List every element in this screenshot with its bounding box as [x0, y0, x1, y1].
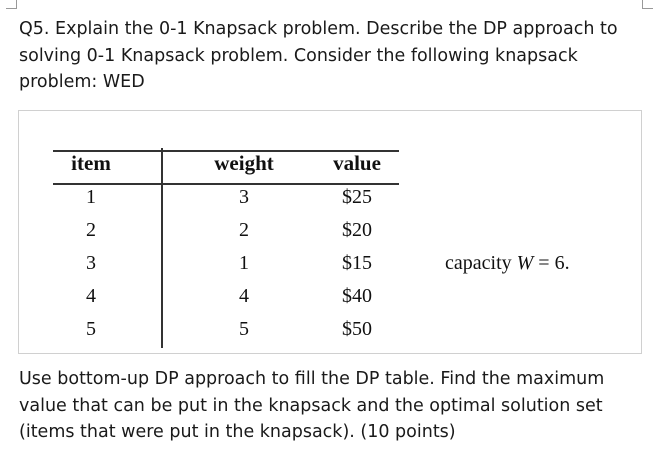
table-cell: 4 — [86, 285, 96, 307]
table-cell: 3 — [86, 252, 96, 274]
crop-mark-top-left — [6, 0, 17, 9]
table-cell: 4 — [239, 285, 249, 307]
knapsack-figure: item weight value 1 3 $25 2 2 $20 3 1 $15 4 4 $40 5 5 $50… — [18, 110, 642, 354]
column-header-value: value — [333, 151, 381, 175]
table-cell: $20 — [342, 219, 372, 241]
capacity-label: capacity W = 6. — [445, 252, 570, 274]
table-cell: 5 — [239, 318, 249, 340]
table-cell: 2 — [86, 219, 96, 241]
table-cell: $25 — [342, 186, 372, 208]
table-cell: $15 — [342, 252, 372, 274]
table-cell: 3 — [239, 186, 249, 208]
table-cell: 2 — [239, 219, 249, 241]
table-cell: 1 — [239, 252, 249, 274]
table-top-rule — [53, 150, 399, 152]
table-cell: 5 — [86, 318, 96, 340]
table-cell: $40 — [342, 285, 372, 307]
table-cell: 1 — [86, 186, 96, 208]
column-header-weight: weight — [214, 151, 274, 175]
table-column-divider — [161, 148, 163, 348]
table-cell: $50 — [342, 318, 372, 340]
instructions-text: Use bottom-up DP approach to fill the DP… — [19, 369, 605, 442]
crop-mark-top-right — [642, 0, 653, 9]
column-header-item: item — [71, 151, 111, 175]
question-text: Q5. Explain the 0-1 Knapsack problem. De… — [19, 19, 618, 92]
table-header-rule — [53, 183, 399, 185]
